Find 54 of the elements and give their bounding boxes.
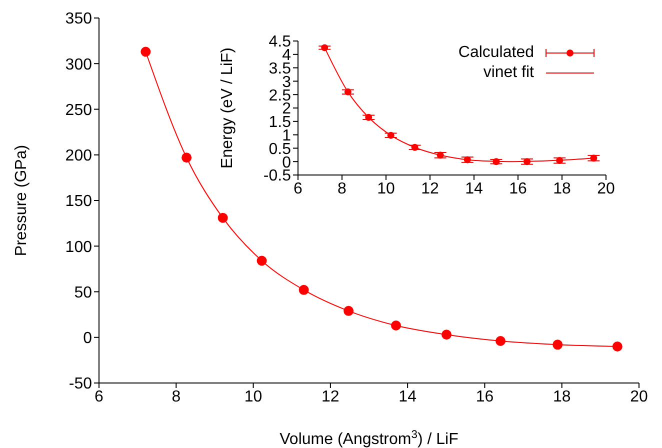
y-tick-label: 0	[83, 330, 92, 348]
y-tick-label: -0.5	[263, 168, 292, 185]
x-tick-label: 18	[552, 388, 571, 406]
x-axis-title: Volume (Angstrom$^{3}$) / LiF	[280, 429, 459, 448]
point	[411, 144, 418, 151]
y-axis-title: Pressure (GPa)	[12, 144, 30, 256]
x-tick-label: 14	[398, 388, 417, 406]
y-axis-title: Energy (eV / LiF)	[218, 48, 236, 168]
x-tick-label: 10	[377, 180, 395, 198]
point	[256, 256, 267, 266]
x-tick-label: 6	[94, 388, 104, 406]
point	[492, 158, 500, 166]
point	[524, 158, 531, 166]
point	[365, 114, 372, 121]
x-tick-label: 10	[244, 388, 262, 406]
x-tick-label: 8	[338, 180, 347, 198]
point	[387, 132, 394, 139]
y-tick-label: 350	[65, 10, 92, 28]
point	[391, 320, 401, 331]
point	[464, 156, 471, 164]
x-tick-label: 6	[294, 180, 303, 198]
y-tick-label: 200	[65, 148, 92, 165]
y-tick-label: 100	[65, 238, 92, 256]
x-tick-label: 8	[172, 388, 181, 406]
point	[552, 340, 563, 350]
x-tick-label: 12	[322, 388, 340, 406]
legend-label: vinet fit	[483, 64, 534, 82]
point	[442, 330, 452, 340]
point	[344, 88, 352, 96]
y-tick-label: -50	[68, 376, 92, 393]
point	[298, 284, 309, 295]
point	[218, 212, 228, 223]
y-tick-label: 150	[65, 193, 92, 210]
point	[436, 152, 444, 159]
y-tick-label: 250	[65, 102, 92, 119]
point	[140, 46, 151, 57]
point	[612, 342, 622, 352]
x-tick-label: 16	[509, 180, 527, 198]
x-tick-label: 20	[597, 180, 615, 198]
y-tick-label: 50	[74, 284, 92, 302]
x-tick-label: 18	[553, 180, 571, 198]
legend-label: Calculated	[458, 44, 534, 62]
x-tick-label: 14	[465, 180, 483, 198]
point	[556, 157, 564, 164]
y-tick-label: 1	[282, 127, 292, 144]
y-tick-label: 300	[65, 56, 92, 74]
x-tick-label: 16	[476, 388, 494, 406]
point	[496, 336, 506, 346]
x-tick-label: 20	[630, 388, 648, 406]
point	[344, 306, 354, 316]
point	[182, 152, 192, 163]
x-tick-label: 12	[421, 180, 439, 198]
point	[590, 154, 598, 162]
point	[321, 44, 328, 52]
